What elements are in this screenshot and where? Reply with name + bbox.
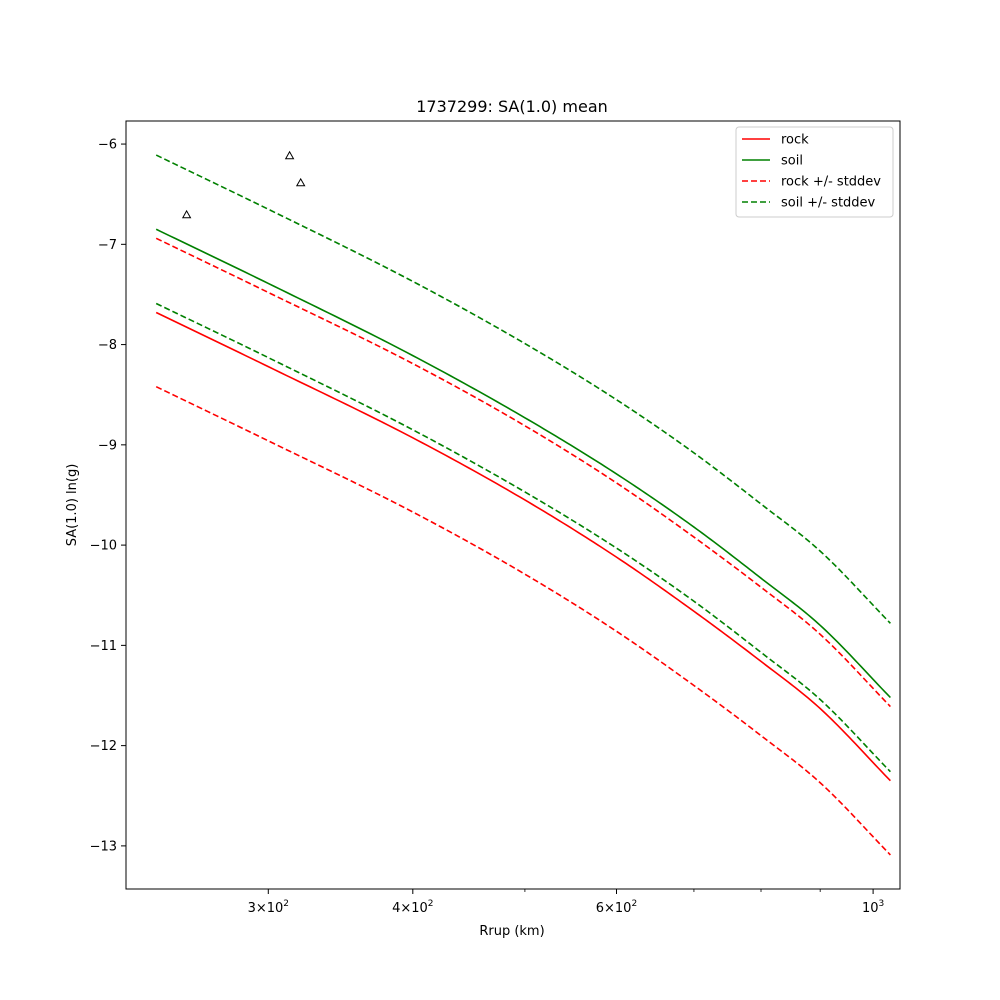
- observation-marker-3: [295, 177, 306, 187]
- series-line-2: [155, 228, 891, 699]
- axes-frame: [125, 120, 901, 890]
- y-tick-label: −9: [98, 438, 117, 453]
- y-tick-label: −11: [90, 639, 117, 654]
- legend-label-3: rock +/- stddev: [781, 175, 881, 190]
- y-axis-label: SA(1.0) ln(g): [65, 464, 80, 547]
- y-tick-label: −7: [98, 238, 117, 253]
- plot-area: −6 −7 −8 −9 −10 −11 −12 −13 3×102 4×102 6×102 103: [90, 120, 901, 916]
- x-axis-label: Rrup (km): [479, 924, 544, 939]
- y-tick-label: −8: [98, 338, 117, 353]
- series-line-1: [155, 311, 891, 782]
- chart-title: 1737299: SA(1.0) mean: [416, 97, 608, 116]
- y-tick-label: −13: [90, 839, 117, 854]
- observation-marker-1: [181, 209, 192, 219]
- series-line-6: [155, 302, 891, 773]
- observation-marker-2: [284, 150, 295, 160]
- x-tick-label: 103: [862, 899, 884, 916]
- series-line-4: [155, 385, 891, 856]
- legend: rock soil rock +/- stddev soil +/- stddev: [735, 126, 894, 218]
- legend-label-2: soil: [781, 154, 803, 169]
- x-tick-label: 4×102: [392, 899, 433, 916]
- x-tick-label: 3×102: [248, 899, 289, 916]
- legend-label-4: soil +/- stddev: [781, 196, 876, 211]
- y-tick-label: −10: [90, 539, 117, 554]
- series-line-3: [155, 237, 891, 708]
- legend-box: [735, 126, 894, 218]
- series-line-5: [155, 154, 891, 624]
- legend-label-1: rock: [781, 133, 809, 148]
- x-tick-label: 6×102: [596, 899, 637, 916]
- y-tick-label: −6: [98, 138, 117, 153]
- y-tick-label: −12: [90, 739, 117, 754]
